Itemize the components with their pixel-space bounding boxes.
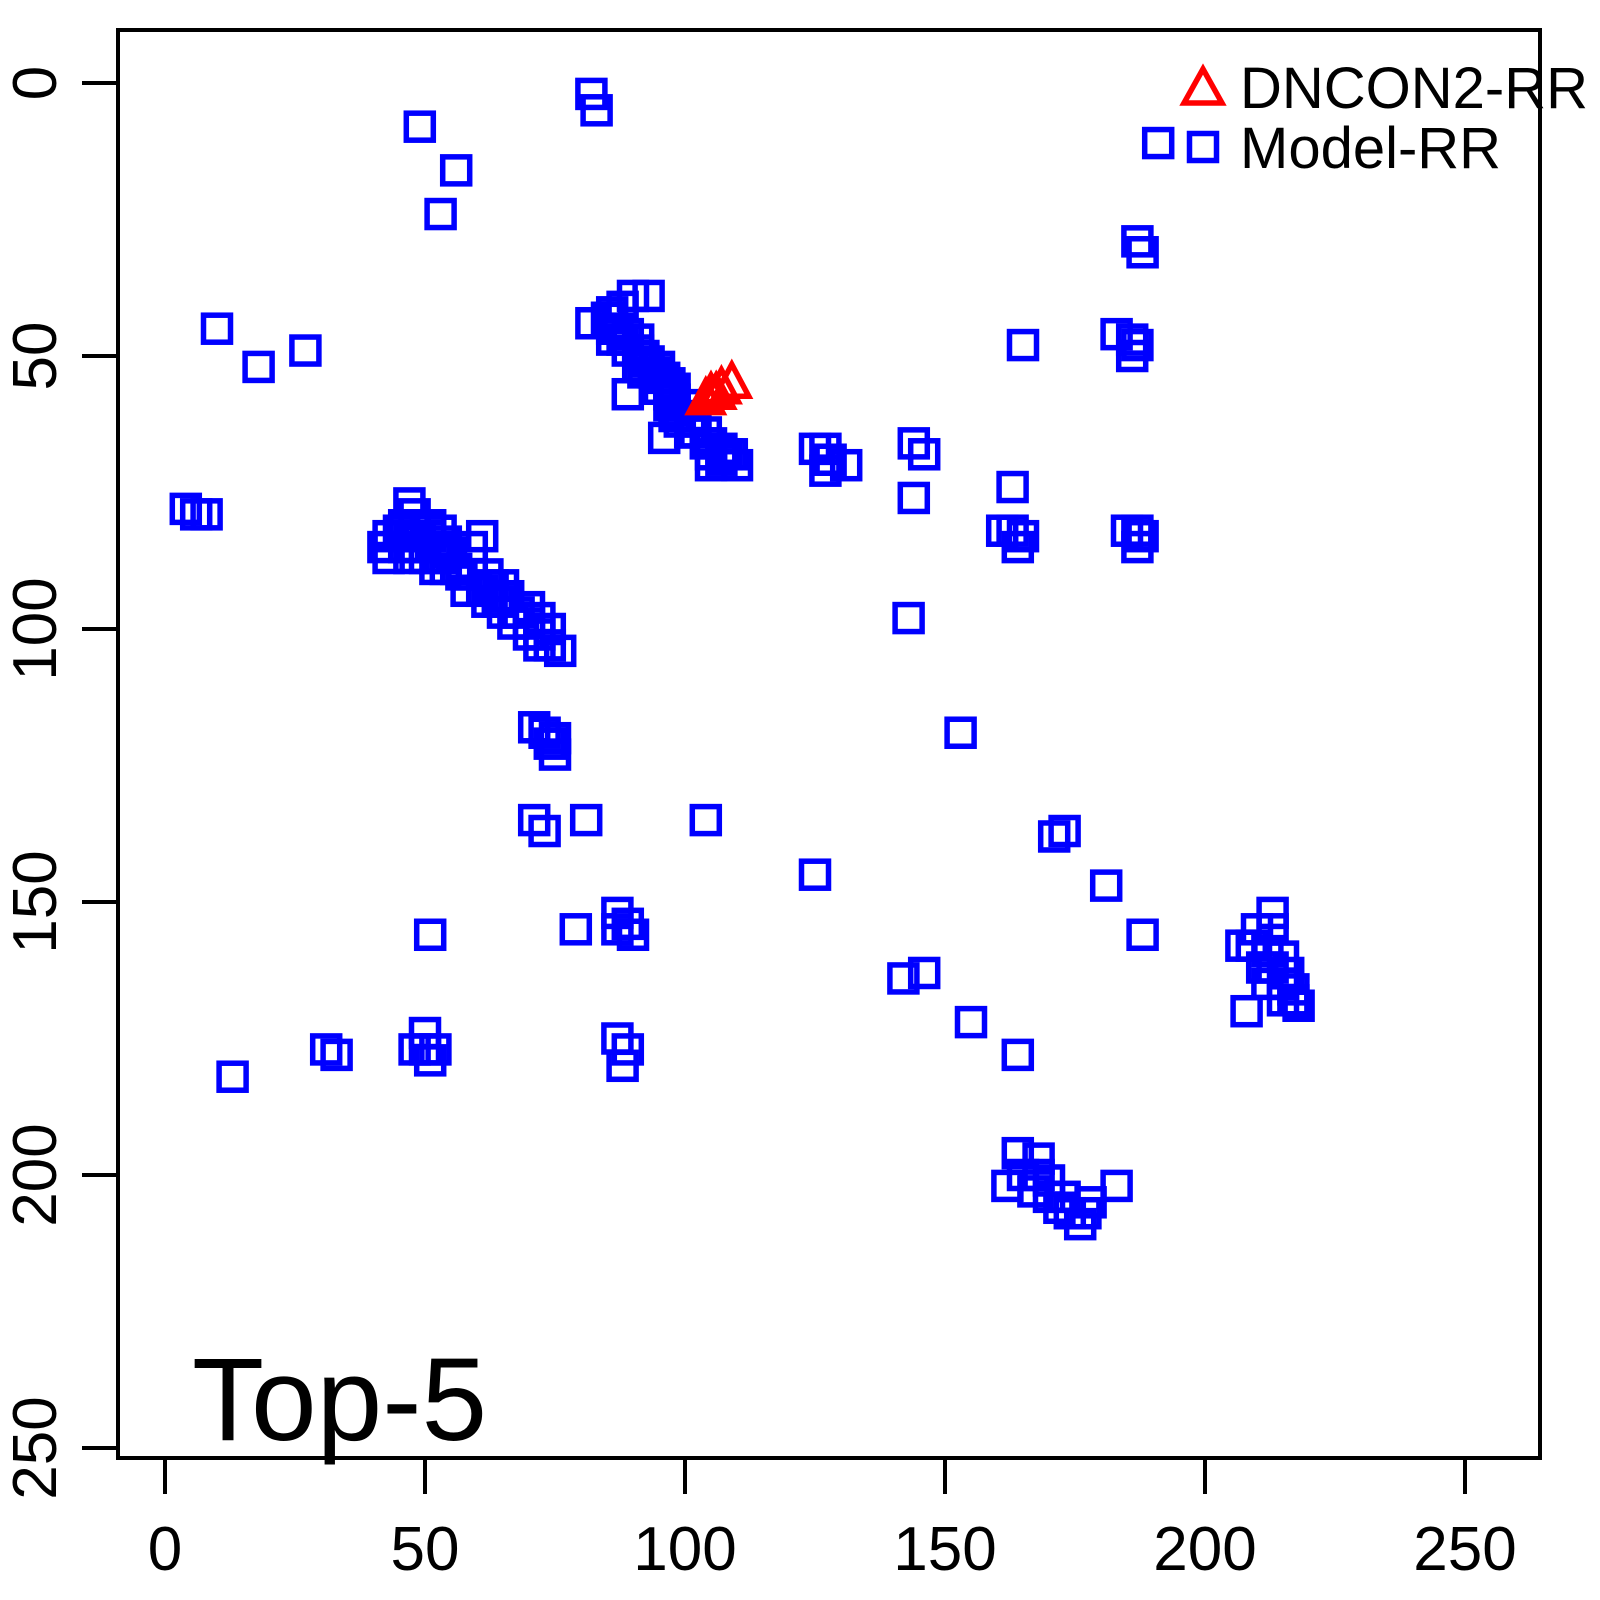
- data-point-square: [309, 1033, 343, 1066]
- data-point-square: [528, 814, 561, 848]
- data-point-square: [533, 612, 567, 646]
- data-point-square: [242, 350, 275, 384]
- data-point-square: [1001, 1136, 1035, 1170]
- x-tick-label: 200: [1153, 1515, 1256, 1584]
- data-point-square: [632, 279, 665, 313]
- data-point-square: [439, 154, 473, 187]
- data-point-square: [580, 94, 613, 127]
- data-point-square: [798, 858, 832, 891]
- data-point-square: [1022, 1158, 1055, 1192]
- data-point-square: [892, 601, 925, 635]
- data-point-square: [954, 1005, 988, 1039]
- data-point-square: [403, 110, 437, 143]
- data-point-square: [320, 1038, 353, 1072]
- data-point-square: [372, 541, 405, 575]
- data-point-square: [1121, 530, 1154, 564]
- legend-triangle-marker-icon: [1179, 63, 1227, 106]
- y-tick-label: 150: [1, 850, 70, 953]
- data-point-square: [413, 918, 447, 952]
- legend: DNCON2-RR Model-RR: [1179, 56, 1588, 181]
- data-point-square: [1282, 989, 1315, 1022]
- x-tick-label: 250: [1413, 1515, 1516, 1584]
- x-tick-label: 150: [893, 1515, 996, 1584]
- data-point-square: [907, 438, 941, 471]
- data-point-square: [611, 1033, 645, 1066]
- data-point-square: [1037, 820, 1071, 853]
- data-point-triangle: [710, 358, 754, 400]
- data-point-square: [424, 197, 457, 231]
- data-point-square: [289, 334, 322, 367]
- data-point-square: [1230, 994, 1263, 1028]
- y-tick-label: 250: [1, 1396, 70, 1499]
- data-point-triangle: [699, 363, 743, 405]
- data-point-square: [1277, 984, 1310, 1017]
- data-point-square: [533, 629, 567, 662]
- data-point-square: [996, 470, 1029, 504]
- data-points: [169, 77, 1315, 1241]
- data-point-square: [569, 803, 603, 837]
- data-point-square: [611, 377, 645, 411]
- data-point-square: [216, 1060, 249, 1093]
- data-point-square: [1126, 236, 1159, 269]
- data-point-square: [907, 956, 941, 990]
- data-point-square: [809, 454, 842, 487]
- data-point-square: [1001, 530, 1035, 564]
- data-point-square: [1115, 339, 1149, 373]
- data-point-square: [543, 634, 577, 668]
- legend-square-marker-icon: [1186, 130, 1220, 164]
- data-point-square: [559, 913, 593, 946]
- data-point-square: [689, 803, 723, 837]
- plot-box: [116, 28, 1542, 1460]
- y-tick-label: 0: [1, 66, 70, 100]
- data-point-square: [413, 1044, 447, 1077]
- data-point-square: [408, 1016, 442, 1050]
- data-point-square: [944, 716, 977, 749]
- legend-label-dncon2: DNCON2-RR: [1240, 56, 1588, 121]
- data-point-square: [1141, 126, 1175, 160]
- data-point-square: [897, 481, 931, 515]
- data-point-square: [616, 918, 650, 952]
- data-point-square: [575, 77, 608, 111]
- data-point-square: [606, 1049, 639, 1083]
- data-point-square: [200, 312, 234, 345]
- data-point-square: [829, 448, 863, 482]
- data-point-square: [1006, 328, 1040, 362]
- data-point-square: [538, 738, 572, 771]
- data-point-square: [1089, 869, 1123, 902]
- data-point-square: [1001, 1038, 1035, 1072]
- data-point-square: [1121, 514, 1154, 547]
- axis-ticks: 0 50 100 150 200 250 0 50 100 150 200 250: [1, 66, 1517, 1584]
- data-point-square: [887, 962, 920, 995]
- x-tick-label: 0: [148, 1515, 182, 1584]
- data-point-square: [1126, 918, 1159, 952]
- data-point-square: [1100, 1169, 1133, 1203]
- y-tick-label: 200: [1, 1123, 70, 1226]
- data-point-square: [647, 421, 681, 455]
- x-tick-label: 50: [391, 1515, 460, 1584]
- data-point-square: [1063, 1207, 1097, 1241]
- data-point-square: [169, 492, 203, 526]
- x-tick-label: 100: [633, 1515, 736, 1584]
- y-tick-label: 50: [1, 322, 70, 391]
- data-point-square: [996, 514, 1029, 547]
- plot-title: Top-5: [192, 1334, 487, 1466]
- y-tick-label: 100: [1, 577, 70, 680]
- data-point-square: [538, 721, 572, 755]
- legend-label-model: Model-RR: [1240, 116, 1501, 181]
- data-point-square: [1115, 323, 1149, 356]
- data-point-square: [1048, 814, 1081, 848]
- data-point-square: [190, 498, 223, 531]
- data-point-square: [720, 448, 754, 482]
